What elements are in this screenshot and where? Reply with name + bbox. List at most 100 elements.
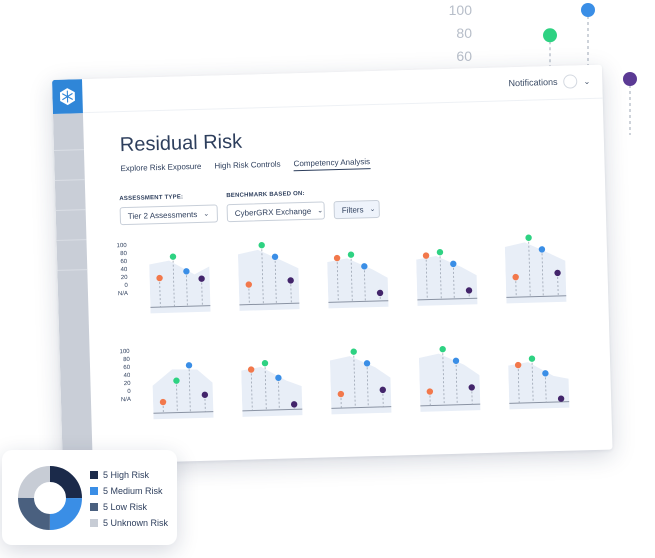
lollipop-stem <box>176 380 178 413</box>
lollipop-stem <box>455 360 458 405</box>
competency-chart <box>504 229 588 321</box>
chart-baseline <box>153 411 214 414</box>
legend-label: 5 High Risk <box>103 470 150 480</box>
legend-swatch <box>90 487 98 495</box>
axis-tick: N/A <box>120 396 132 404</box>
lollipop-dot <box>198 275 205 282</box>
notifications-label: Notifications <box>508 76 558 89</box>
benchmark-area <box>241 366 303 417</box>
tab-bar: Explore Risk Exposure High Risk Controls… <box>120 157 371 176</box>
app-window: Notifications ⌄ Residual Risk Explore Ri… <box>52 64 613 465</box>
assessment-type-select[interactable]: Tier 2 Assessments ⌄ <box>119 204 219 226</box>
snowflake-logo-icon <box>59 88 75 106</box>
lollipop-stem <box>544 373 547 403</box>
lollipop-dot <box>337 390 345 398</box>
lollipop-stem <box>353 351 356 408</box>
y-axis-labels-row1: 100 80 60 40 20 0 N/A <box>111 242 129 298</box>
legend-item-high: 5 High Risk <box>90 467 168 483</box>
tab-high-risk-controls[interactable]: High Risk Controls <box>214 159 281 171</box>
legend-item-low: 5 Low Risk <box>90 499 168 515</box>
bg-tick-label: 80 <box>456 25 472 41</box>
competency-chart-svg <box>504 234 567 304</box>
competency-chart-svg <box>241 359 303 417</box>
lollipop-dot <box>468 384 475 391</box>
benchmark-area <box>237 249 300 311</box>
lollipop-dot <box>347 251 355 258</box>
lollipop-stem <box>172 256 175 307</box>
donut-segment <box>18 466 82 530</box>
lollipop-dot <box>159 398 167 406</box>
lollipop-stem <box>185 271 188 307</box>
lollipop-stem <box>452 263 455 299</box>
competency-chart <box>237 237 322 329</box>
lollipop-dot <box>422 252 430 259</box>
chart-baseline <box>328 300 389 303</box>
competency-chart-svg <box>327 251 389 309</box>
lollipop-dot <box>258 242 265 249</box>
lollipop-dot <box>363 360 371 367</box>
lollipop-dot <box>261 359 269 367</box>
lollipop-dot <box>452 357 460 365</box>
legend-label: 5 Medium Risk <box>103 486 163 496</box>
competency-chart <box>149 239 233 331</box>
filters-button[interactable]: Filters ⌄ <box>333 199 380 220</box>
lollipop-stem <box>366 363 369 408</box>
lollipop-dot <box>201 391 209 399</box>
legend-swatch <box>90 471 98 479</box>
legend-item-unknown: 5 Unknown Risk <box>90 515 168 531</box>
lollipop-dot <box>287 277 294 284</box>
risk-donut-card: 5 High Risk 5 Medium Risk 5 Low Risk 5 U… <box>2 450 177 545</box>
lollipop-dot <box>350 348 357 355</box>
avatar[interactable] <box>563 74 578 89</box>
competency-chart <box>152 345 236 437</box>
lollipop-dot <box>173 377 180 384</box>
donut-legend: 5 High Risk 5 Medium Risk 5 Low Risk 5 U… <box>90 467 168 531</box>
benchmark-area <box>504 242 567 304</box>
lollipop-dot <box>439 345 446 353</box>
tab-explore-risk-exposure[interactable]: Explore Risk Exposure <box>120 161 202 174</box>
benchmark-label: BENCHMARK BASED ON: <box>226 190 305 200</box>
legend-swatch <box>90 519 98 527</box>
chart-baseline <box>239 302 300 306</box>
benchmark-value: CyberGRX Exchange <box>234 206 312 218</box>
lollipop-stem <box>336 258 339 303</box>
lollipop-dot <box>514 361 522 369</box>
tab-competency-analysis[interactable]: Competency Analysis <box>293 157 371 172</box>
lollipop-dot <box>183 268 190 275</box>
chart-baseline <box>506 295 567 298</box>
lollipop-dot <box>361 263 368 270</box>
lollipop-dot <box>465 287 473 294</box>
competency-chart <box>329 340 413 432</box>
chart-baseline <box>417 297 478 301</box>
competency-chart <box>326 234 410 326</box>
lollipop-dot <box>271 253 279 261</box>
lollipop-dot <box>333 254 341 262</box>
risk-donut-chart <box>18 466 82 530</box>
lollipop-dot <box>379 386 386 394</box>
benchmark-area <box>508 362 570 410</box>
competency-chart-svg <box>152 362 214 420</box>
benchmark-area <box>152 369 214 420</box>
chevron-down-icon[interactable]: ⌄ <box>583 76 591 86</box>
competency-chart-svg <box>508 355 570 410</box>
competency-chart <box>240 343 324 435</box>
lollipop-dot <box>245 281 252 288</box>
lollipop-stem <box>278 377 280 410</box>
bg-dot <box>581 3 595 17</box>
axis-tick: N/A <box>117 290 129 298</box>
bg-tick-label: 100 <box>449 2 473 18</box>
lollipop-dot <box>247 366 255 373</box>
competency-chart <box>507 335 591 427</box>
competency-chart-svg <box>149 253 211 314</box>
lollipop-dot <box>525 234 532 241</box>
competency-chart-svg <box>237 242 300 311</box>
lollipop-stem <box>425 255 428 300</box>
bg-tick-label: 60 <box>456 48 472 64</box>
benchmark-select[interactable]: CyberGRX Exchange ⌄ <box>226 201 325 223</box>
lollipop-dot <box>542 370 549 377</box>
notifications-menu[interactable]: Notifications ⌄ <box>508 74 590 90</box>
benchmark-area <box>418 353 481 412</box>
app-logo[interactable] <box>52 79 83 114</box>
donut-segment <box>18 466 82 530</box>
lollipop-dot <box>436 249 444 256</box>
